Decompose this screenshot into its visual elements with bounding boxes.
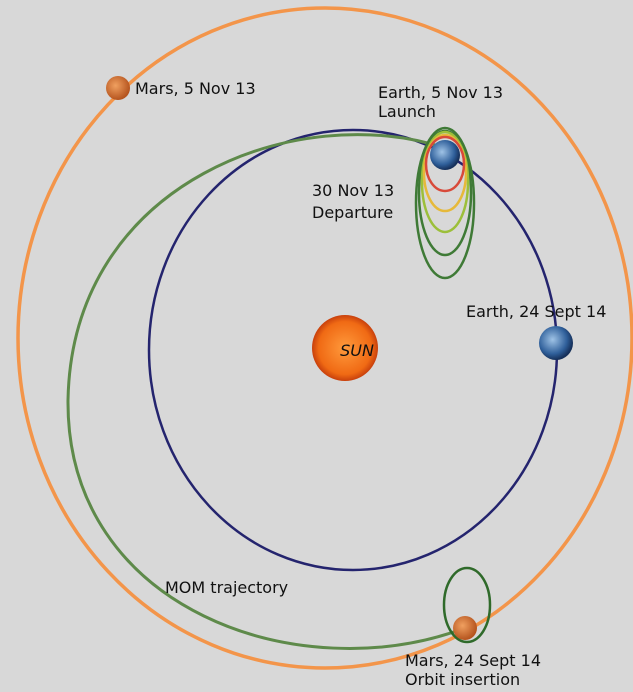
- label: Mars, 5 Nov 13: [135, 79, 256, 98]
- mom-trajectory: [68, 135, 465, 649]
- page: SUN Mars, 5 Nov 13 Earth, 5 Nov 13 Launc…: [0, 0, 633, 692]
- earth-arrival: [539, 326, 573, 360]
- label: 30 Nov 13: [312, 181, 394, 200]
- label: Mars, 24 Sept 14: [405, 651, 541, 670]
- label: Orbit insertion: [405, 670, 520, 689]
- mars-start: [106, 76, 130, 100]
- label: MOM trajectory: [165, 578, 288, 597]
- label: Departure: [312, 203, 393, 222]
- mars-arrival: [453, 616, 477, 640]
- label: Earth, 24 Sept 14: [466, 302, 606, 321]
- orbit-diagram: SUN Mars, 5 Nov 13 Earth, 5 Nov 13 Launc…: [0, 0, 633, 692]
- sun-label: SUN: [340, 341, 374, 360]
- label: Earth, 5 Nov 13: [378, 83, 503, 102]
- earth-launch: [430, 140, 460, 170]
- label: Launch: [378, 102, 436, 121]
